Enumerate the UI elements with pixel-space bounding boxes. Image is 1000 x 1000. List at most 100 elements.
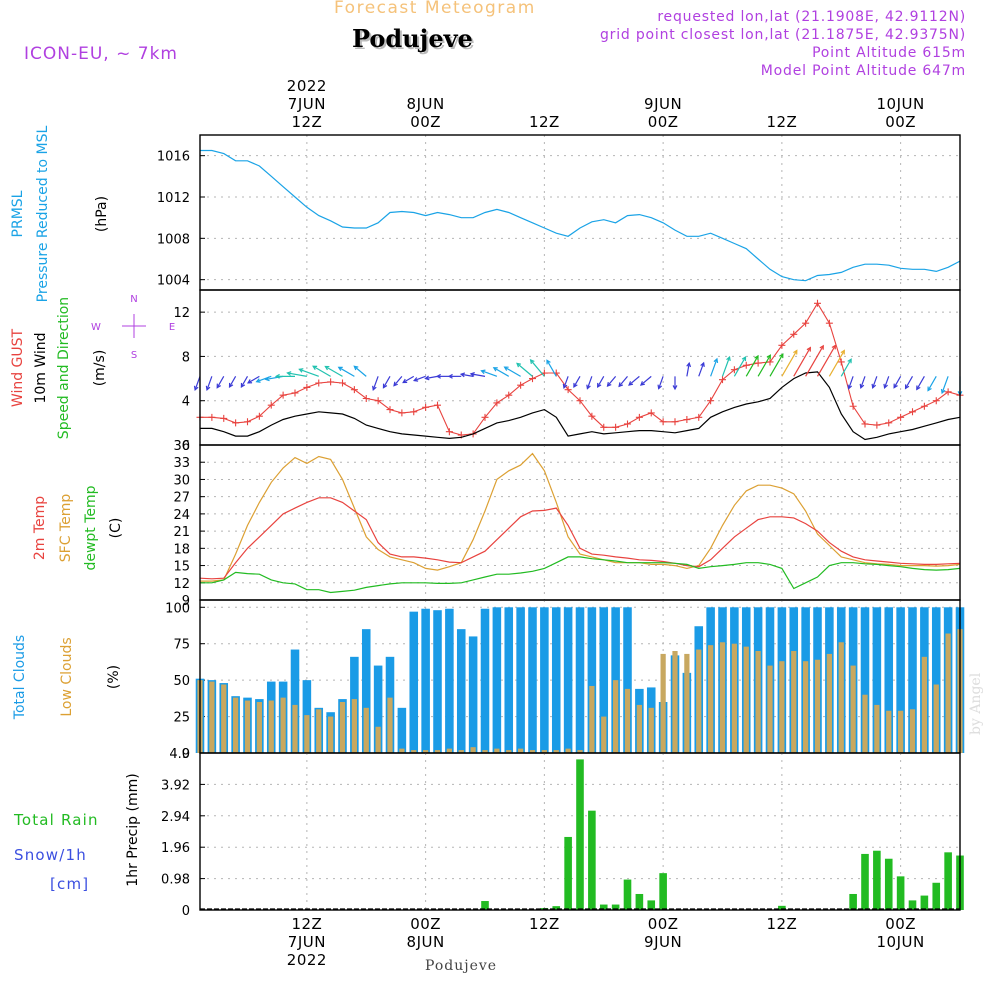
low-cloud-bar — [494, 748, 500, 753]
time-label-bottom: 2022 — [287, 951, 327, 969]
temperature-tick-label: 24 — [173, 508, 190, 523]
gust-point — [683, 416, 691, 424]
low-cloud-bar — [518, 748, 524, 753]
low-cloud-bar — [411, 750, 417, 753]
low-cloud-bar — [624, 688, 631, 753]
wind-direction-arrow — [382, 376, 391, 389]
clouds-tick-label: 50 — [173, 674, 190, 689]
low-cloud-bar — [696, 649, 702, 753]
wind-direction-arrow — [228, 376, 237, 389]
rain-bar — [481, 901, 489, 910]
time-label-top: 8JUN — [407, 95, 445, 113]
low-cloud-bar — [399, 748, 405, 753]
temperature-tick-label: 33 — [173, 456, 190, 471]
rain-bar — [588, 810, 596, 910]
wind-direction-arrow — [529, 358, 545, 377]
wind-direction-arrow — [769, 353, 784, 377]
time-label-top: 00Z — [410, 113, 441, 131]
clouds-unit: (%) — [106, 665, 122, 689]
gust-point — [434, 401, 441, 409]
time-label-top: 00Z — [885, 113, 916, 131]
temperature-panel-border — [199, 444, 961, 601]
low-cloud-bar — [719, 642, 726, 753]
temperature-tick-label: 12 — [173, 577, 190, 592]
total-cloud-bar — [290, 649, 300, 753]
wind-direction-arrow — [435, 373, 450, 379]
low-cloud-bar — [280, 697, 286, 753]
total-cloud-bar — [587, 607, 597, 753]
wind-direction-arrow — [324, 365, 343, 377]
wind-direction-arrow — [372, 376, 379, 391]
low-cloud-bar — [850, 665, 856, 753]
wind-direction-arrow — [893, 376, 902, 389]
time-label-bottom: 00Z — [410, 915, 441, 933]
rain-bar — [778, 905, 786, 910]
time-label-bottom: 12Z — [529, 915, 560, 933]
gust-point — [909, 408, 916, 416]
gust-point — [659, 418, 667, 426]
pressure-label-prmsl: PRMSL — [10, 190, 26, 237]
gust-point — [291, 389, 299, 397]
gust-point — [671, 418, 679, 426]
wind-direction-arrow — [883, 376, 890, 389]
wind-direction-arrow — [793, 346, 811, 377]
temperature-tick-label: 30 — [173, 473, 190, 488]
pressure-tick-label: 1012 — [157, 191, 190, 206]
wind-direction-arrow — [424, 375, 438, 381]
rain-bar — [552, 906, 561, 910]
low-cloud-bar — [482, 750, 488, 753]
wind-direction-arrow — [240, 376, 249, 389]
pressure-tick-label: 1016 — [157, 150, 190, 165]
gust-point — [422, 403, 430, 411]
rain-bar — [861, 853, 869, 910]
temperature-tick-label: 21 — [173, 525, 190, 540]
low-cloud-bar — [660, 653, 666, 753]
low-cloud-bar — [945, 633, 951, 753]
wind-direction-arrow — [672, 376, 678, 391]
time-label-top: 12Z — [291, 113, 322, 131]
wind-tick-label: 0 — [182, 439, 190, 454]
gust-point — [244, 418, 251, 426]
gust-point — [920, 402, 928, 410]
wind-direction-arrow — [628, 375, 640, 386]
pressure-line — [200, 149, 961, 282]
gust-point — [267, 401, 275, 409]
time-label-bottom: 12Z — [766, 915, 797, 933]
rain-bar — [896, 876, 905, 910]
low-cloud-bar — [506, 750, 512, 753]
footer-location: Podujeve — [425, 958, 498, 974]
low-cloud-bar — [221, 684, 227, 753]
precip-tick-label: 1.96 — [161, 841, 190, 856]
wind-label-gust: Wind GUST — [10, 328, 26, 407]
low-cloud-bar — [470, 747, 476, 753]
wind-direction-arrow — [573, 376, 581, 389]
temperature-tick-label: 18 — [173, 542, 190, 557]
gust-point — [493, 399, 501, 407]
total-cloud-bar — [896, 607, 905, 753]
rain-bar — [920, 895, 929, 910]
wind-direction-arrow — [286, 371, 307, 377]
wind-tick-label: 12 — [173, 306, 190, 321]
low-cloud-bar — [803, 661, 809, 753]
wind-direction-arrow — [904, 376, 914, 390]
model-name: ICON-EU, ~ 7km — [24, 44, 178, 64]
temp-unit: (C) — [108, 518, 124, 539]
rain-bar — [932, 882, 941, 910]
dewpt-line — [200, 556, 961, 594]
gust-point — [897, 413, 905, 421]
low-cloud-bar — [838, 642, 844, 753]
gust-point — [790, 330, 798, 338]
temp-label-sfc: SFC Temp — [58, 494, 74, 563]
time-label-top: 10JUN — [877, 95, 925, 113]
total-cloud-bar — [575, 607, 585, 753]
wind-direction-arrow — [757, 354, 771, 377]
precip-label-cm: [cm] — [50, 875, 89, 893]
gust-point — [445, 428, 453, 436]
gust-point — [802, 319, 810, 327]
low-cloud-bar — [375, 726, 381, 753]
low-cloud-bar — [862, 694, 868, 753]
time-label-bottom: 00Z — [648, 915, 679, 933]
pressure-label-reduced: Pressure Reduced to MSL — [35, 125, 51, 302]
total-cloud-bar — [492, 607, 502, 753]
gust-point — [766, 358, 774, 366]
